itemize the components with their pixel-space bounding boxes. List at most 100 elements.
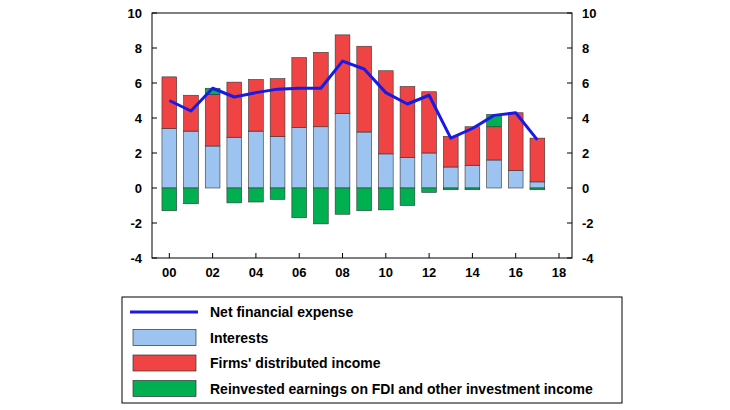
tick — [342, 253, 343, 258]
bar — [378, 154, 393, 188]
x-tick-label: 18 — [552, 265, 566, 280]
x-tick-label: 12 — [422, 265, 436, 280]
bar — [422, 188, 437, 192]
tick — [567, 188, 572, 189]
bar — [249, 80, 264, 132]
bar — [314, 127, 329, 188]
tick — [567, 83, 572, 84]
bar — [357, 46, 372, 132]
bar — [400, 87, 415, 158]
bar — [270, 136, 285, 188]
bar — [292, 58, 307, 128]
y2-tick-label: 6 — [582, 76, 589, 91]
bar — [184, 131, 199, 188]
bar — [335, 35, 350, 114]
chart: -4-20246810-4-20246810000204060810121416… — [0, 0, 730, 410]
tick — [152, 83, 157, 84]
tick — [429, 253, 430, 258]
bar — [357, 132, 372, 188]
legend-swatch — [130, 311, 198, 314]
bar — [227, 82, 242, 137]
y2-tick-label: 10 — [582, 6, 596, 21]
bar — [530, 188, 545, 190]
bar — [487, 160, 502, 188]
tick — [152, 13, 157, 14]
bar — [443, 188, 458, 190]
bar — [443, 167, 458, 188]
tick — [152, 258, 157, 259]
legend-swatch — [133, 355, 196, 371]
bar — [292, 128, 307, 188]
bar — [270, 79, 285, 137]
tick — [152, 153, 157, 154]
tick — [567, 48, 572, 49]
bar — [205, 146, 220, 188]
bar — [378, 188, 393, 210]
bar — [530, 182, 545, 188]
tick — [567, 13, 572, 14]
bar — [314, 188, 329, 224]
bar — [270, 188, 285, 199]
tick — [212, 253, 213, 258]
tick — [472, 253, 473, 258]
plot-frame — [152, 13, 572, 258]
y2-tick-label: 8 — [582, 41, 589, 56]
legend-box — [122, 297, 622, 403]
bar — [465, 127, 480, 166]
x-tick-label: 00 — [162, 265, 176, 280]
x-tick-label: 10 — [379, 265, 393, 280]
y2-tick-label: -2 — [582, 216, 594, 231]
legend-label: Reinvested earnings on FDI and other inv… — [210, 381, 593, 397]
bar — [378, 71, 393, 154]
bar — [335, 188, 350, 214]
y2-tick-label: 4 — [582, 111, 590, 126]
y2-tick-label: -4 — [582, 251, 594, 266]
bar — [227, 188, 242, 203]
bar — [249, 131, 264, 188]
tick — [567, 258, 572, 259]
bar — [465, 165, 480, 188]
tick — [255, 253, 256, 258]
tick — [152, 118, 157, 119]
bar — [487, 127, 502, 160]
tick — [299, 253, 300, 258]
bar — [400, 157, 415, 188]
x-tick-label: 02 — [205, 265, 219, 280]
y2-tick-label: 0 — [582, 181, 589, 196]
tick — [515, 253, 516, 258]
y-tick-label: 10 — [128, 6, 142, 21]
line — [169, 61, 537, 140]
bar — [400, 188, 415, 206]
x-tick-label: 06 — [292, 265, 306, 280]
bar — [162, 188, 177, 211]
bar — [465, 188, 480, 190]
tick — [567, 223, 572, 224]
plot-data — [162, 35, 545, 224]
bar — [422, 153, 437, 188]
x-tick-label: 16 — [508, 265, 522, 280]
x-tick-label: 04 — [249, 265, 264, 280]
y-tick-label: -2 — [130, 216, 142, 231]
y2-tick-label: 2 — [582, 146, 589, 161]
legend-label: Net financial expense — [210, 304, 353, 320]
bar — [443, 136, 458, 167]
bar — [292, 188, 307, 218]
y-tick-label: 0 — [135, 181, 142, 196]
bar — [422, 92, 437, 153]
legend-label: Interests — [210, 330, 269, 346]
y-tick-label: 8 — [135, 41, 142, 56]
bar — [184, 188, 199, 204]
bar — [508, 171, 523, 189]
tick — [567, 118, 572, 119]
y-tick-label: 6 — [135, 76, 142, 91]
bar — [205, 94, 220, 146]
x-tick-label: 14 — [465, 265, 480, 280]
bar — [530, 138, 545, 182]
x-tick-label: 08 — [335, 265, 349, 280]
bar — [162, 129, 177, 189]
tick — [152, 223, 157, 224]
tick — [559, 253, 560, 258]
bar — [184, 95, 199, 131]
tick — [385, 253, 386, 258]
legend-swatch — [133, 330, 196, 346]
